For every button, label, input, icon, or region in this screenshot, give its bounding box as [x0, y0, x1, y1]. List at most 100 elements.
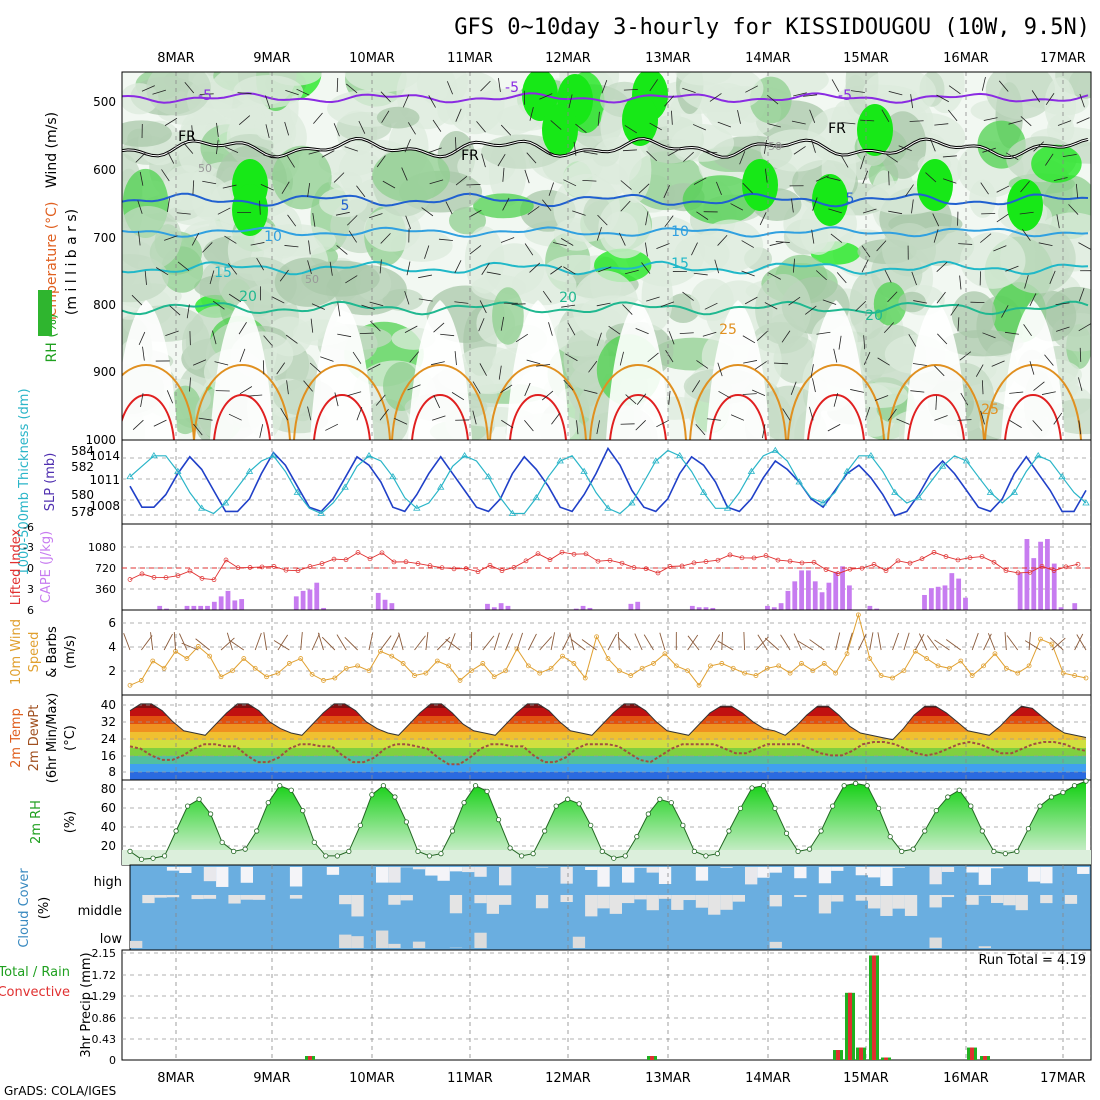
li-marker — [883, 568, 889, 574]
wind-barb — [345, 275, 358, 284]
wind-barb — [947, 109, 958, 122]
li-marker — [655, 570, 661, 576]
wind-barb — [163, 633, 173, 651]
wind-barb — [321, 150, 335, 158]
wind-barb — [932, 213, 940, 227]
thickness-marker — [604, 504, 612, 511]
cloud-high — [462, 867, 475, 873]
cape-bar — [1045, 539, 1050, 610]
wind-barb — [402, 94, 410, 108]
wind-barb — [667, 148, 681, 157]
wind-barb — [527, 633, 537, 651]
date-label: 14MAR — [745, 1071, 791, 1086]
cape-axis-label: CAPE (J/kg) — [39, 531, 54, 603]
wind-marker — [571, 661, 577, 666]
cloud-mid — [929, 895, 942, 908]
tick-label: 1008 — [89, 499, 120, 513]
wind-barb — [982, 147, 996, 153]
rh-marker — [219, 839, 225, 845]
wind-barb — [910, 390, 925, 393]
thickness-marker — [1034, 451, 1042, 459]
wind-barb — [500, 384, 513, 394]
isotherm-lines — [122, 92, 1089, 440]
wind-marker — [286, 661, 292, 666]
wind-marker — [628, 673, 634, 678]
wind-barb — [573, 141, 577, 156]
isotherm-label: 5 — [846, 191, 855, 207]
cape-bar — [573, 608, 579, 610]
wind-barb — [1062, 153, 1077, 157]
wind-barb — [248, 394, 263, 397]
wind-barb — [167, 198, 170, 213]
li-marker — [1051, 568, 1057, 573]
wind-barb — [137, 200, 143, 214]
tick-label: 1000 — [85, 433, 116, 447]
wind-barb — [382, 180, 396, 189]
precip-label-2: Convective — [0, 985, 70, 1000]
wind-barb — [380, 635, 392, 651]
cloud-mid — [560, 895, 573, 903]
rh-fill — [130, 781, 1086, 860]
wind-marker — [1060, 670, 1066, 676]
cloud-mid — [941, 895, 955, 898]
rh-marker — [231, 848, 237, 855]
wind-barb — [704, 302, 718, 310]
wind-barb — [692, 124, 707, 131]
dry-plume — [122, 300, 178, 440]
cape-bar — [928, 588, 934, 610]
wind-barb — [131, 294, 143, 306]
cape-bar — [382, 599, 388, 610]
wind-barb — [265, 124, 270, 139]
wind-barb — [135, 152, 147, 163]
wind-barb — [284, 245, 299, 248]
rh-blob — [254, 112, 287, 141]
cloud-high — [240, 867, 253, 883]
cape-bar — [922, 594, 927, 610]
cloud-high — [326, 867, 340, 875]
li-marker — [823, 567, 829, 572]
cape-bar — [1031, 558, 1037, 610]
wind-barb — [184, 81, 195, 94]
wind-barb — [1029, 361, 1035, 375]
wind-barb — [656, 419, 669, 428]
isotherm — [122, 226, 1089, 238]
isotherm-label: 25 — [719, 322, 737, 338]
rh2m-label-1: 2m RH — [29, 800, 44, 844]
wind-barb — [645, 242, 648, 257]
isotherm — [122, 92, 1089, 104]
cloud-blocks — [130, 867, 1090, 948]
cloud-high — [449, 867, 463, 872]
wind-barb — [1078, 323, 1091, 332]
wind-barb — [1019, 211, 1034, 215]
wind-barb — [262, 360, 265, 375]
rh-blob — [942, 329, 1024, 357]
cloud-high — [978, 867, 991, 885]
cape-bar — [840, 566, 845, 610]
rh-marker — [519, 853, 525, 859]
wind-barb — [321, 636, 336, 651]
wind-barb — [660, 301, 675, 308]
wind-barb — [1053, 177, 1068, 182]
date-label: 10MAR — [349, 1071, 395, 1086]
rh-marker — [691, 848, 697, 855]
wind-barb — [717, 362, 723, 377]
rh-blob — [698, 219, 764, 272]
cloud-high — [425, 867, 438, 876]
thickness-line — [129, 449, 1087, 515]
cape-bar — [703, 607, 709, 610]
thickness-marker — [628, 499, 636, 506]
cloud-high — [1077, 867, 1090, 874]
tick-label: 580 — [71, 488, 94, 502]
temp-band — [130, 724, 1086, 732]
cloud-mid — [708, 895, 721, 915]
cloud-mid — [240, 895, 253, 900]
wind-barb — [165, 330, 179, 336]
wind-marker — [503, 668, 508, 674]
temp-grid — [122, 695, 1091, 780]
wind-barb — [1078, 377, 1083, 391]
wind-barb — [263, 632, 268, 651]
slp-ticks: 584 582 580 578 1014 1011 1008 — [71, 444, 120, 519]
cape-bar — [300, 590, 306, 610]
wind-marker — [389, 653, 395, 659]
wind-barb — [563, 179, 577, 187]
